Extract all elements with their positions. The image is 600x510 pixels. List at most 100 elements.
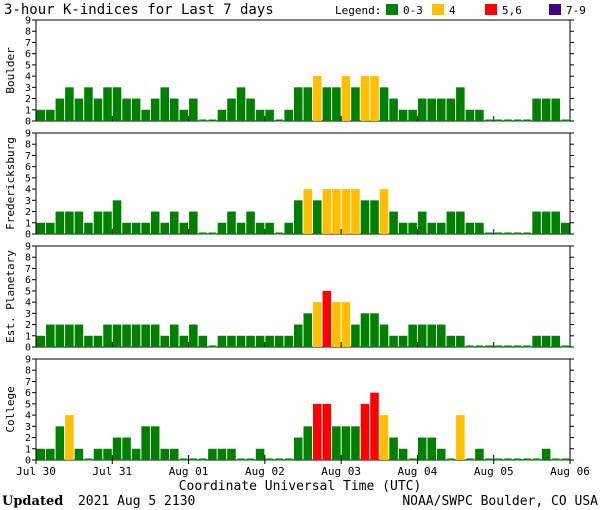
k-bar xyxy=(131,448,141,460)
y-tick-label: 8 xyxy=(25,27,31,38)
k-bar xyxy=(398,222,408,234)
k-bar xyxy=(551,98,560,121)
k-bar xyxy=(55,211,65,234)
k-bar xyxy=(170,324,179,347)
k-bar xyxy=(122,98,131,121)
k-bar xyxy=(313,76,322,121)
k-bar xyxy=(74,448,84,460)
k-bar xyxy=(103,211,112,234)
y-tick-label: 7 xyxy=(25,264,31,275)
k-bar xyxy=(360,76,370,121)
x-tick-label: Aug 06 xyxy=(550,465,590,478)
k-bar xyxy=(217,222,227,234)
y-tick-label: 9 xyxy=(25,16,31,27)
k-bar xyxy=(255,109,265,121)
y-tick-label: 7 xyxy=(25,151,31,162)
k-bar xyxy=(370,313,379,347)
k-bar xyxy=(170,98,179,121)
k-bar xyxy=(370,200,379,234)
y-tick-label: 3 xyxy=(25,422,31,433)
y-tick-label: 3 xyxy=(25,83,31,94)
y-tick-label: 1 xyxy=(25,331,31,342)
k-bar xyxy=(408,324,417,347)
k-bar xyxy=(389,335,398,347)
updated-label: Updated xyxy=(2,494,63,509)
y-tick-label: 6 xyxy=(25,49,31,60)
y-tick-label: 4 xyxy=(25,298,31,309)
k-bar xyxy=(341,426,351,460)
y-tick-label: 4 xyxy=(25,185,31,196)
y-tick-label: 6 xyxy=(25,275,31,286)
panel-label: Fredericksburg xyxy=(4,137,17,230)
k-bar xyxy=(150,324,160,347)
k-bar xyxy=(141,426,150,460)
k-bar xyxy=(303,313,313,347)
k-bar xyxy=(360,403,370,460)
k-bar xyxy=(112,437,122,460)
k-bar xyxy=(46,222,55,234)
legend-title: Legend: xyxy=(335,4,381,17)
k-bar xyxy=(189,98,198,121)
k-bar xyxy=(246,211,255,234)
k-bar xyxy=(332,87,341,121)
k-bar xyxy=(170,211,179,234)
k-bar xyxy=(265,222,274,234)
k-bar xyxy=(131,324,141,347)
k-bar xyxy=(398,335,408,347)
k-bar xyxy=(379,189,389,234)
k-bar xyxy=(303,189,313,234)
y-tick-label: 9 xyxy=(25,242,31,253)
k-bar xyxy=(293,200,303,234)
k-bar xyxy=(389,437,398,460)
k-bar xyxy=(103,448,112,460)
k-bar xyxy=(189,211,198,234)
k-bar xyxy=(160,448,169,460)
k-bar xyxy=(150,426,160,460)
k-bar xyxy=(246,335,255,347)
k-bar xyxy=(150,98,160,121)
legend-swatch xyxy=(432,4,444,15)
k-bar xyxy=(465,222,475,234)
k-bar xyxy=(217,448,227,460)
y-tick-label: 1 xyxy=(25,218,31,229)
k-bar xyxy=(532,335,541,347)
k-bar xyxy=(284,109,293,121)
y-tick-label: 0 xyxy=(25,456,31,467)
k-bar xyxy=(475,222,484,234)
k-bar xyxy=(313,200,322,234)
k-bar xyxy=(208,448,217,460)
credit-text: NOAA/SWPC Boulder, CO USA xyxy=(402,494,598,509)
k-bar xyxy=(370,76,379,121)
y-tick-label: 8 xyxy=(25,253,31,264)
k-bar xyxy=(456,211,465,234)
k-bar xyxy=(437,448,446,460)
k-bar xyxy=(236,335,246,347)
k-bar xyxy=(360,200,370,234)
x-tick-label: Jul 30 xyxy=(16,465,56,478)
legend-label: 5,6 xyxy=(502,4,522,17)
k-bar xyxy=(541,335,551,347)
k-bar xyxy=(360,313,370,347)
k-bar xyxy=(341,189,351,234)
k-bar xyxy=(351,87,360,121)
k-bar xyxy=(322,87,332,121)
legend-swatch xyxy=(386,4,398,15)
panel-label: Boulder xyxy=(4,47,17,94)
y-tick-label: 6 xyxy=(25,388,31,399)
y-tick-label: 1 xyxy=(25,105,31,116)
k-bar xyxy=(93,335,103,347)
k-bar xyxy=(36,335,46,347)
x-tick-label: Aug 03 xyxy=(321,465,361,478)
k-bar xyxy=(150,211,160,234)
k-bar xyxy=(465,109,475,121)
k-bar xyxy=(437,324,446,347)
y-tick-label: 0 xyxy=(25,117,31,128)
k-bar xyxy=(293,437,303,460)
panel-frame xyxy=(35,132,571,235)
k-bar xyxy=(398,109,408,121)
y-tick-label: 0 xyxy=(25,230,31,241)
y-tick-label: 2 xyxy=(25,433,31,444)
k-bar xyxy=(179,335,189,347)
